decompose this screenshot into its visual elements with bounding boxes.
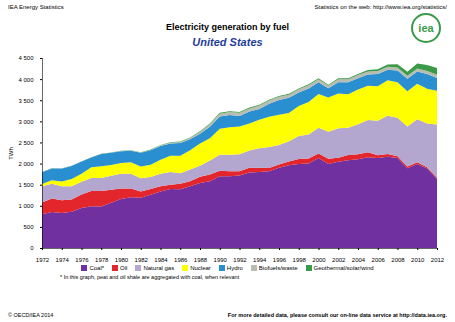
svg-text:1980: 1980	[115, 257, 129, 263]
svg-text:1992: 1992	[233, 257, 247, 263]
html-text:United States: United States	[192, 36, 263, 48]
svg-text:1982: 1982	[135, 257, 149, 263]
svg-text:1978: 1978	[95, 257, 109, 263]
svg-text:4 500: 4 500	[18, 55, 34, 61]
html-text:For more detailed data, please: For more detailed data, please consult o…	[227, 312, 447, 318]
svg-text:1994: 1994	[253, 257, 267, 263]
svg-text:2008: 2008	[391, 257, 405, 263]
svg-text:1 000: 1 000	[18, 203, 34, 209]
svg-text:1976: 1976	[75, 257, 89, 263]
svg-text:1 500: 1 500	[18, 182, 34, 188]
svg-text:0: 0	[30, 245, 34, 251]
html-text:Coal*: Coal*	[89, 265, 105, 271]
svg-text:2004: 2004	[352, 257, 366, 263]
svg-text:3 500: 3 500	[18, 98, 34, 104]
svg-text:3 000: 3 000	[18, 119, 34, 125]
html-text:Oil: Oil	[120, 265, 128, 271]
svg-text:2006: 2006	[372, 257, 386, 263]
html-text:Hydro: Hydro	[226, 265, 243, 271]
svg-text:4 000: 4 000	[18, 77, 34, 83]
svg-text:1990: 1990	[214, 257, 228, 263]
svg-text:500: 500	[23, 224, 34, 230]
html-text:Electricity generation by fuel: Electricity generation by fuel	[166, 22, 289, 32]
html-text:© OECD/IEA 2014: © OECD/IEA 2014	[8, 312, 54, 318]
svg-text:1974: 1974	[56, 257, 70, 263]
svg-text:2010: 2010	[411, 257, 425, 263]
svg-text:2 000: 2 000	[18, 161, 34, 167]
svg-text:1986: 1986	[174, 257, 188, 263]
svg-text:1996: 1996	[273, 257, 287, 263]
svg-text:1998: 1998	[293, 257, 307, 263]
svg-text:1984: 1984	[154, 257, 168, 263]
html-text:IEA Energy Statistics: IEA Energy Statistics	[8, 4, 64, 10]
html-text:Nuclear: Nuclear	[190, 265, 211, 271]
svg-text:2012: 2012	[431, 257, 445, 263]
svg-text:2 500: 2 500	[18, 140, 34, 146]
html-text:Biofuels/waste: Biofuels/waste	[258, 265, 298, 271]
svg-text:2000: 2000	[312, 257, 326, 263]
svg-text:1972: 1972	[36, 257, 50, 263]
html-text:* In this graph, peat and oil: * In this graph, peat and oil shale are …	[60, 274, 240, 280]
svg-text:1988: 1988	[194, 257, 208, 263]
html-text:Natural gas: Natural gas	[143, 265, 175, 271]
html-text:Statistics on the web: http://: Statistics on the web: http://www.iea.or…	[314, 4, 447, 10]
svg-text:2002: 2002	[332, 257, 346, 263]
html-text:Geothermal/solar/wind: Geothermal/solar/wind	[313, 265, 374, 271]
html-text:iea: iea	[418, 22, 434, 34]
svg-text:TWh: TWh	[8, 147, 14, 160]
